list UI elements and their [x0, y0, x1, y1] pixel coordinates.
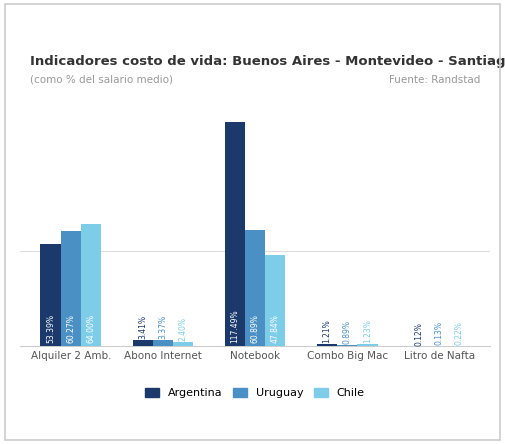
Text: Indicadores costo de vida: Buenos Aires - Montevideo - Santiago: Indicadores costo de vida: Buenos Aires …: [30, 56, 505, 68]
Text: 3.41%: 3.41%: [138, 315, 147, 339]
Text: 1.23%: 1.23%: [363, 320, 372, 343]
Text: 47.84%: 47.84%: [271, 315, 280, 344]
Text: 117.49%: 117.49%: [230, 310, 239, 344]
Bar: [173, 342, 193, 346]
Text: Fuente: Randstad: Fuente: Randstad: [389, 75, 480, 85]
Bar: [132, 340, 153, 346]
Bar: [337, 345, 357, 346]
Text: 0.89%: 0.89%: [342, 320, 351, 344]
Text: 0.22%: 0.22%: [455, 321, 464, 345]
Text: 60.89%: 60.89%: [250, 315, 260, 344]
Text: 53.39%: 53.39%: [46, 314, 55, 344]
Bar: [245, 230, 265, 346]
Text: 64.00%: 64.00%: [87, 314, 95, 344]
Bar: [81, 224, 101, 346]
Legend: Argentina, Uruguay, Chile: Argentina, Uruguay, Chile: [141, 383, 369, 403]
Text: 0.13%: 0.13%: [435, 321, 444, 345]
Text: 60.27%: 60.27%: [66, 315, 75, 344]
Text: 0.12%: 0.12%: [415, 321, 423, 345]
Bar: [265, 255, 285, 346]
Text: 3.37%: 3.37%: [159, 315, 168, 339]
Bar: [40, 245, 61, 346]
Text: (como % del salario medio): (como % del salario medio): [30, 75, 173, 85]
Bar: [61, 231, 81, 346]
Text: 2.40%: 2.40%: [179, 317, 188, 341]
Bar: [357, 344, 378, 346]
Bar: [225, 122, 245, 346]
Text: 1.21%: 1.21%: [322, 320, 331, 344]
Bar: [317, 344, 337, 346]
Bar: [153, 340, 173, 346]
